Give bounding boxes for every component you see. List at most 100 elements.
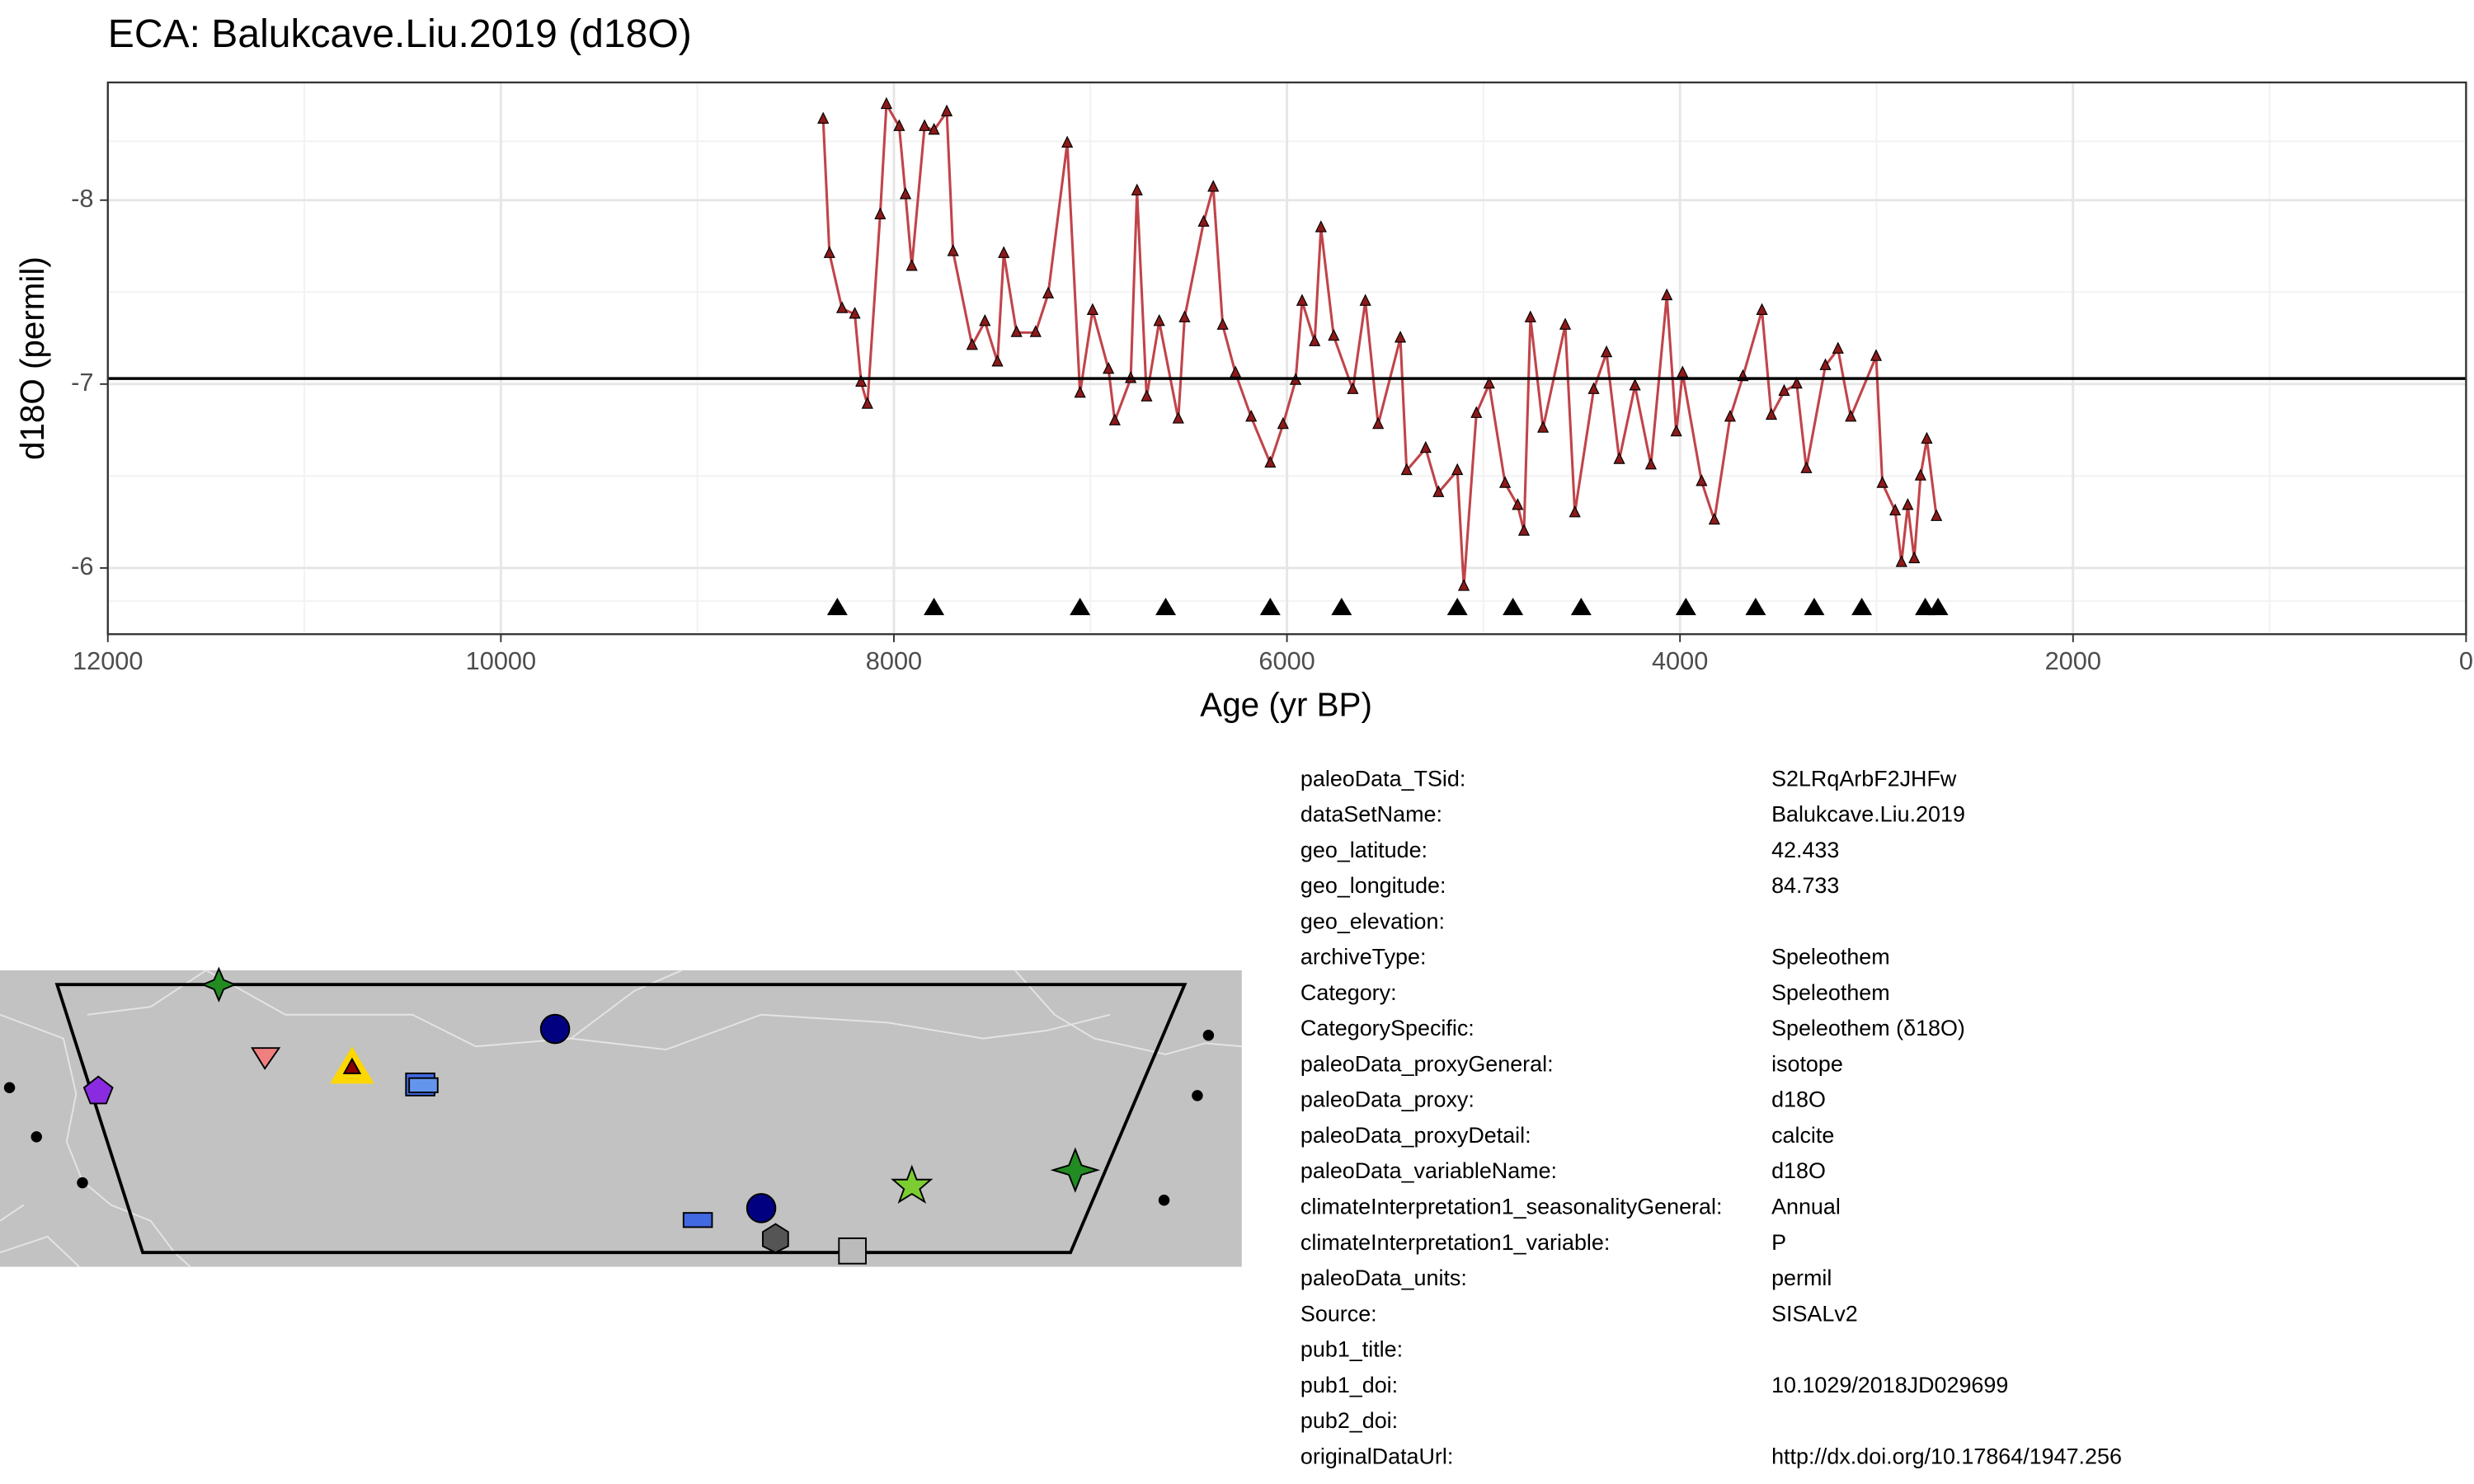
data-point <box>919 119 931 131</box>
metadata-value: d18O <box>1771 1158 1826 1183</box>
data-point <box>855 374 868 387</box>
chron-marker <box>826 598 848 616</box>
data-line <box>821 100 1938 587</box>
metadata-value: Speleothem <box>1771 945 1890 970</box>
data-point <box>1042 286 1055 298</box>
metadata-value: Speleothem <box>1771 980 1890 1005</box>
metadata-key: climateInterpretation1_variable: <box>1300 1230 1610 1255</box>
data-point <box>874 207 887 220</box>
data-point <box>1432 485 1445 497</box>
data-point <box>1499 476 1512 488</box>
data-point <box>991 355 1004 367</box>
data-point <box>998 246 1010 258</box>
chron-marker <box>1155 598 1177 616</box>
data-point <box>1372 416 1385 430</box>
x-tick-label: 6000 <box>1258 646 1315 675</box>
chron-marker <box>924 598 945 616</box>
data-point <box>1524 310 1536 322</box>
y-axis-label: d18O (permil) <box>13 256 51 460</box>
chron-marker <box>1804 598 1825 616</box>
data-point <box>1756 303 1768 316</box>
data-point <box>979 314 991 326</box>
metadata-key: dataSetName: <box>1300 802 1442 827</box>
metadata-value: Speleothem (δ18O) <box>1771 1016 1965 1040</box>
data-point <box>1172 411 1184 424</box>
data-point <box>1876 476 1888 488</box>
x-tick-label: 10000 <box>466 646 537 675</box>
data-point <box>817 111 830 124</box>
data-point <box>1074 386 1086 398</box>
data-point <box>1696 474 1708 486</box>
metadata-value: http://dx.doi.org/10.17864/1947.256 <box>1771 1444 2122 1468</box>
metadata-key: paleoData_proxyGeneral: <box>1300 1051 1554 1076</box>
x-tick-label: 2000 <box>2045 646 2101 675</box>
metadata-value: permil <box>1771 1266 1832 1290</box>
data-point <box>947 244 959 256</box>
metadata-table: paleoData_TSid: S2LRqArbF2JHFw dataSetName… <box>1300 766 2122 1468</box>
metadata-value: S2LRqArbF2JHFw <box>1771 766 1957 791</box>
data-point <box>1197 214 1210 227</box>
data-point <box>1724 410 1737 422</box>
data-point <box>1277 416 1289 430</box>
data-point <box>1870 349 1883 361</box>
data-point <box>1537 420 1550 433</box>
data-point <box>1207 180 1220 192</box>
metadata-value: calcite <box>1771 1123 1834 1148</box>
data-point <box>1141 389 1153 402</box>
metadata-value: 42.433 <box>1771 838 1839 862</box>
data-point <box>1419 440 1432 453</box>
data-point <box>1569 505 1581 518</box>
data-point <box>1644 458 1657 470</box>
data-point <box>1931 509 1943 521</box>
region-outline <box>54 983 1188 1255</box>
data-point <box>1216 317 1229 330</box>
data-point <box>1230 365 1242 378</box>
metadata-key: paleoData_proxyDetail: <box>1300 1123 1531 1148</box>
data-point <box>1296 294 1309 306</box>
metadata-key: paleoData_units: <box>1300 1266 1467 1290</box>
map-borders <box>0 970 1242 1268</box>
chron-marker <box>1070 598 1091 616</box>
data-point <box>1832 341 1844 354</box>
data-point <box>1451 463 1464 476</box>
metadata-key: pub1_doi: <box>1300 1373 1398 1397</box>
chron-marker <box>1851 598 1873 616</box>
chron-marker <box>1570 598 1592 616</box>
data-point <box>861 397 873 409</box>
data-point <box>1559 317 1572 330</box>
metadata-value: SISALv2 <box>1771 1301 1858 1326</box>
data-point <box>1677 365 1689 378</box>
data-point <box>893 119 905 131</box>
data-point <box>1600 345 1613 358</box>
data-point <box>1778 383 1790 397</box>
data-point <box>1661 288 1673 301</box>
chron-marker <box>1927 598 1949 616</box>
data-point <box>849 307 861 319</box>
x-tick-label: 0 <box>2459 646 2473 675</box>
data-point <box>1708 512 1720 525</box>
data-point <box>1359 294 1371 306</box>
data-point <box>1819 358 1832 370</box>
chart-title: ECA: Balukcave.Liu.2019 (d18O) <box>108 12 692 56</box>
data-point <box>1108 413 1121 425</box>
data-point <box>1845 410 1857 422</box>
map-sites <box>3 966 1215 1265</box>
data-point <box>1245 410 1258 422</box>
metadata-key: geo_latitude: <box>1300 838 1427 862</box>
data-point <box>1264 455 1277 468</box>
x-tick-label: 12000 <box>73 646 143 675</box>
x-tick-label: 8000 <box>866 646 922 675</box>
data-point <box>1517 524 1531 536</box>
y-tick-label: -7 <box>71 368 93 397</box>
data-point <box>1889 503 1902 516</box>
chron-marker <box>1745 598 1766 616</box>
data-point <box>880 96 893 110</box>
data-point <box>1790 376 1803 389</box>
x-axis-label: Age (yr BP) <box>1200 685 1372 723</box>
data-point <box>1061 135 1074 148</box>
data-point <box>1895 555 1907 567</box>
data-point <box>1131 183 1143 195</box>
data-point <box>1103 362 1115 374</box>
chron-marker <box>1503 598 1524 616</box>
